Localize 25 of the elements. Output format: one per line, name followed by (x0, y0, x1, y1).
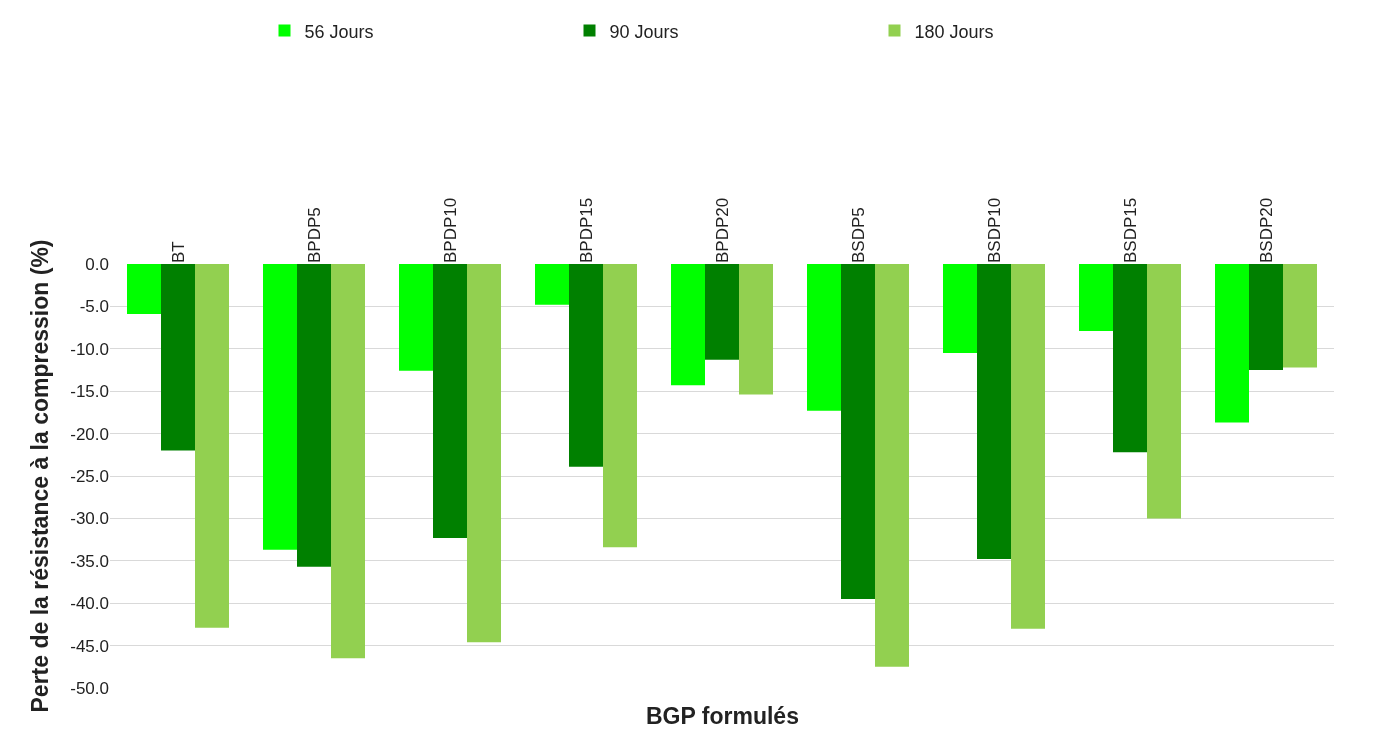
y-tick-label: -5.0 (79, 297, 109, 317)
x-tick-label: BSDP15 (1120, 197, 1140, 263)
y-tick-label: -10.0 (70, 339, 109, 359)
x-tick-label: BSDP20 (1256, 197, 1276, 263)
legend-label: 90 Jours (609, 21, 679, 42)
x-axis-title: BGP formulés (646, 703, 799, 729)
legend-label: 180 Jours (914, 21, 994, 42)
x-tick-label: BPDP5 (304, 207, 324, 263)
x-tick-label: BSDP10 (984, 197, 1004, 263)
y-tick-label: -25.0 (70, 466, 109, 486)
y-tick-label: -45.0 (70, 636, 109, 656)
y-tick-label: -15.0 (70, 382, 109, 402)
y-tick-label: -50.0 (70, 678, 109, 698)
x-tick-label: BT (168, 241, 188, 263)
x-tick-label: BPDP10 (440, 197, 460, 263)
y-tick-label: -35.0 (70, 551, 109, 571)
y-axis-title: Perte de la résistance à la compression (%) (26, 239, 53, 713)
x-tick-label: BSDP5 (848, 207, 868, 263)
x-tick-label: BPDP15 (576, 197, 596, 263)
y-tick-label: -20.0 (70, 424, 109, 444)
legend-label: 56 Jours (304, 21, 374, 42)
y-tick-label: 0.0 (85, 254, 109, 274)
y-tick-label: -40.0 (70, 594, 109, 614)
x-tick-label: BPDP20 (712, 197, 732, 263)
y-tick-label: -30.0 (70, 509, 109, 529)
